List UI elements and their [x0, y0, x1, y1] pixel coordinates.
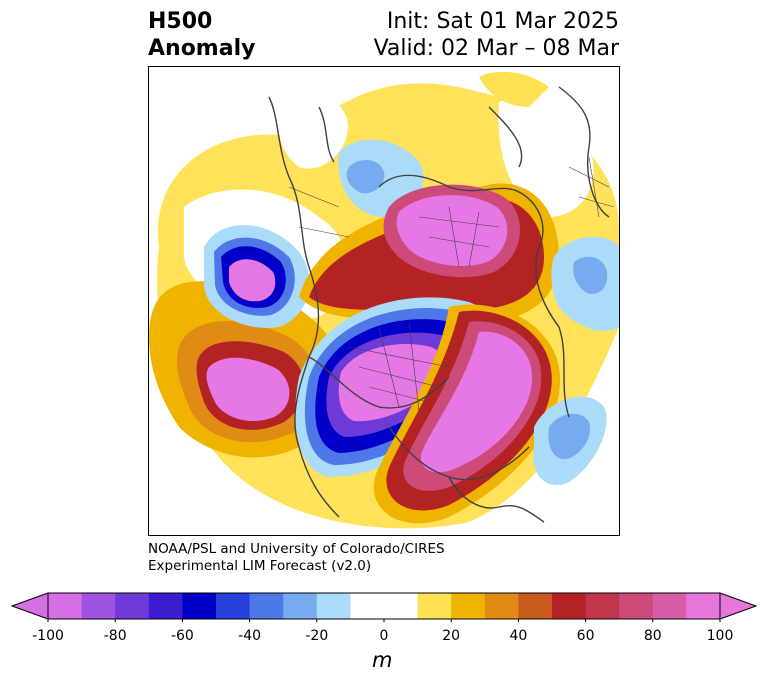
- colorbar-tick-label: -80: [103, 628, 127, 644]
- colorbar-swatch: [182, 593, 217, 619]
- colorbar-swatch: [585, 593, 620, 619]
- polar-map: [148, 66, 620, 536]
- colorbar: [10, 592, 758, 622]
- colorbar-swatch: [350, 593, 385, 619]
- credit-line-2: Experimental LIM Forecast (v2.0): [148, 558, 372, 574]
- colorbar-swatch: [316, 593, 351, 619]
- colorbar-tick-label: -20: [305, 628, 329, 644]
- colorbar-swatch: [552, 593, 587, 619]
- init-date: Init: Sat 01 Mar 2025: [386, 9, 619, 34]
- colorbar-swatch: [686, 593, 721, 619]
- colorbar-swatch: [148, 593, 183, 619]
- negative-anomaly-north-core: [346, 160, 385, 194]
- colorbar-tick-label: -100: [32, 628, 64, 644]
- title-field: Anomaly: [148, 36, 256, 61]
- colorbar-swatch: [48, 593, 83, 619]
- colorbar-tick-label: 60: [576, 628, 595, 644]
- colorbar-swatch: [451, 593, 486, 619]
- valid-range: Valid: 02 Mar – 08 Mar: [373, 36, 619, 61]
- credit-line-1: NOAA/PSL and University of Colorado/CIRE…: [148, 541, 445, 557]
- colorbar-swatch: [81, 593, 116, 619]
- colorbar-tick-label: 40: [509, 628, 528, 644]
- colorbar-tick-label: -60: [170, 628, 194, 644]
- colorbar-extend-max: [719, 592, 758, 620]
- colorbar-swatch: [384, 593, 419, 619]
- coastlines: [268, 86, 610, 523]
- colorbar-swatch: [652, 593, 687, 619]
- anomaly-field: [149, 71, 619, 529]
- colorbar-extend-min: [10, 592, 49, 620]
- colorbar-tick-labels: -100 -80 -60 -40 -20 0 20 40 60 80 100: [0, 628, 768, 648]
- colorbar-swatch: [619, 593, 654, 619]
- map-title: H500 Anomaly: [148, 8, 255, 62]
- colorbar-tick-label: -40: [238, 628, 262, 644]
- colorbar-tick-label: 20: [442, 628, 461, 644]
- colorbar-swatch: [484, 593, 519, 619]
- credit-text: NOAA/PSL and University of Colorado/CIRE…: [148, 541, 445, 575]
- colorbar-swatch: [115, 593, 150, 619]
- colorbar-tick-label: 0: [379, 628, 389, 644]
- pacific-low: [204, 225, 310, 328]
- colorbar-unit: m: [372, 648, 393, 672]
- forecast-dates: Init: Sat 01 Mar 2025 Valid: 02 Mar – 08…: [374, 8, 619, 62]
- colorbar-tick-label: 100: [706, 628, 734, 644]
- atlantic-ridge: [373, 304, 561, 524]
- colorbar-swatch: [518, 593, 553, 619]
- political-borders: [288, 156, 615, 413]
- arctic-high: [299, 183, 559, 324]
- colorbar-swatch: [417, 593, 452, 619]
- colorbar-swatch: [249, 593, 284, 619]
- colorbar-swatch: [283, 593, 318, 619]
- colorbar-swatch: [216, 593, 251, 619]
- title-variable: H500: [148, 9, 213, 34]
- colorbar-tick-label: 80: [643, 628, 662, 644]
